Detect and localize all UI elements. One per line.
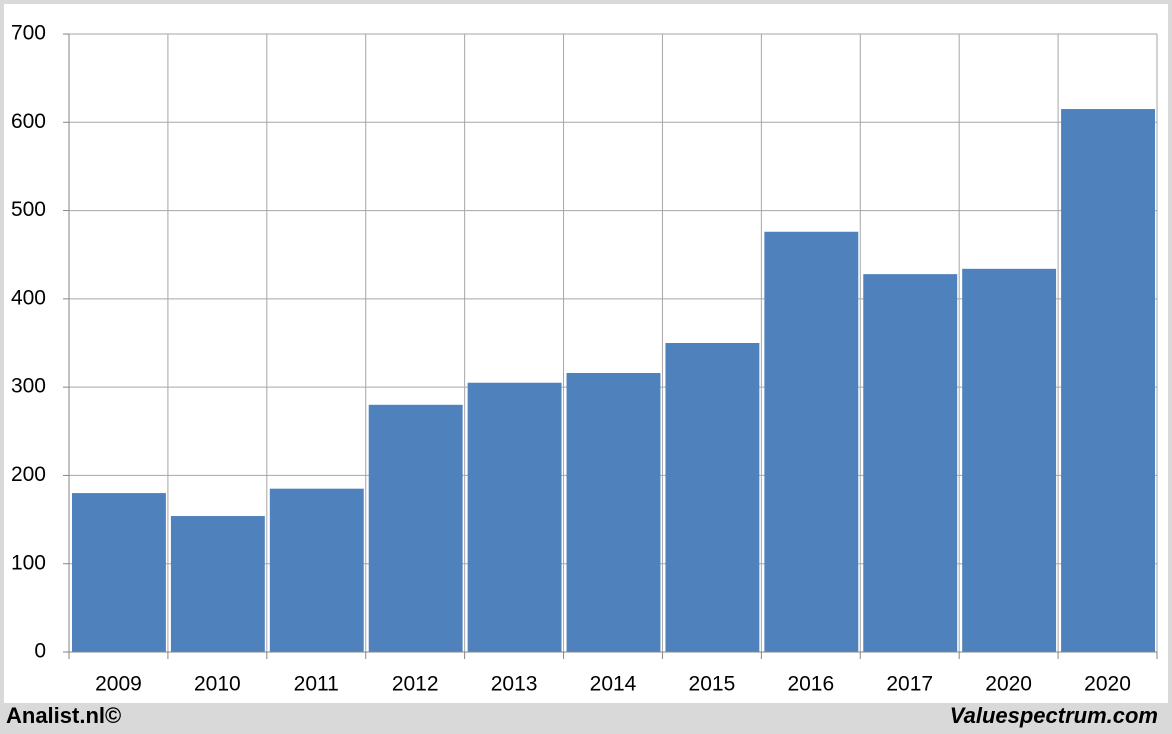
x-tick-label: 2013 — [491, 673, 538, 696]
footer-left: Analist.nl© — [6, 703, 121, 728]
y-tick-label: 500 — [11, 198, 46, 221]
bar — [665, 343, 760, 652]
footer-right: Valuespectrum.com — [950, 703, 1158, 728]
bar — [72, 493, 166, 652]
bar — [269, 488, 364, 652]
x-tick-label: 2017 — [886, 673, 933, 696]
x-tick-label: 2014 — [590, 673, 637, 696]
x-tick-label: 2009 — [95, 673, 142, 696]
x-tick-label: 2010 — [194, 673, 241, 696]
x-tick-label: 2020 — [985, 673, 1032, 696]
bar — [467, 382, 562, 652]
x-tick-label: 2011 — [294, 673, 339, 696]
bar — [764, 231, 859, 652]
y-tick-label: 100 — [11, 551, 46, 574]
y-tick-label: 200 — [11, 463, 46, 486]
x-tick-label: 2016 — [787, 673, 834, 696]
y-tick-label: 400 — [11, 286, 46, 309]
bar — [863, 274, 958, 652]
bar — [566, 373, 661, 652]
x-tick-label: 2020 — [1084, 673, 1131, 696]
bar — [368, 404, 463, 652]
bar — [962, 268, 1057, 652]
y-tick-label: 300 — [11, 375, 46, 398]
bar — [170, 516, 265, 652]
y-tick-label: 700 — [11, 22, 46, 45]
y-tick-label: 0 — [34, 640, 46, 663]
x-tick-label: 2012 — [392, 673, 439, 696]
x-tick-label: 2015 — [689, 673, 736, 696]
y-tick-label: 600 — [11, 110, 46, 133]
bar — [1061, 109, 1155, 653]
